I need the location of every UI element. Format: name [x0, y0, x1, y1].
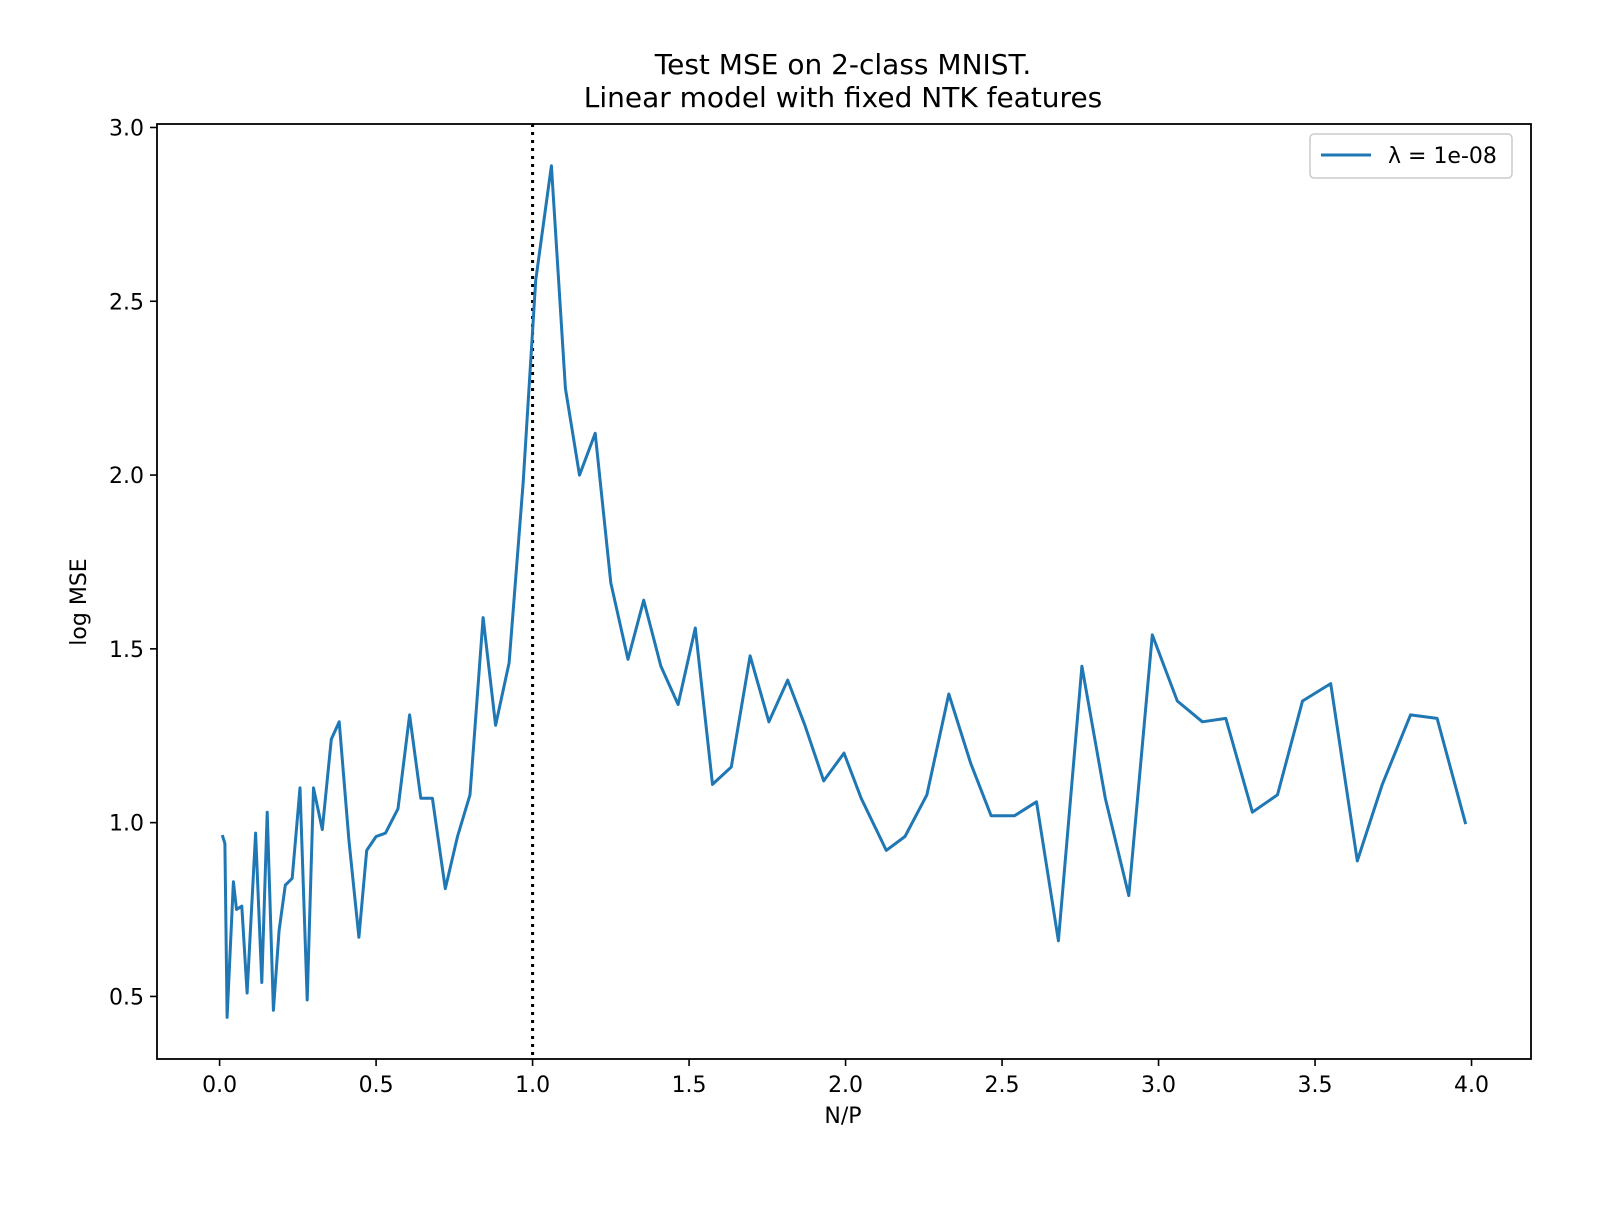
y-axis-label: log MSE — [67, 558, 92, 645]
y-tick-label: 2.5 — [109, 290, 144, 315]
y-tick-label: 2.0 — [109, 464, 144, 489]
x-tick-label: 0.5 — [359, 1073, 394, 1098]
plot-area — [156, 123, 1532, 1060]
legend-entry-label: λ = 1e-08 — [1388, 144, 1497, 169]
chart-title-line-1: Test MSE on 2-class MNIST. — [654, 48, 1031, 81]
x-tick-label: 1.5 — [672, 1073, 707, 1098]
legend-box — [1309, 133, 1513, 179]
y-tick-label: 0.5 — [109, 985, 144, 1010]
y-axis-ticks: 0.5 1.0 1.5 2.0 2.5 3.0 — [109, 116, 157, 1010]
x-tick-label: 4.0 — [1454, 1073, 1489, 1098]
x-tick-label: 1.0 — [515, 1073, 550, 1098]
legend: λ = 1e-08 — [1309, 133, 1513, 179]
x-tick-label: 0.0 — [202, 1073, 237, 1098]
x-tick-label: 2.5 — [985, 1073, 1020, 1098]
x-tick-label: 2.0 — [828, 1073, 863, 1098]
axes-frame — [156, 123, 1532, 1060]
y-tick-label: 3.0 — [109, 116, 144, 141]
y-tick-label: 1.5 — [109, 638, 144, 663]
y-tick-label: 1.0 — [109, 812, 144, 837]
x-tick-label: 3.0 — [1141, 1073, 1176, 1098]
x-tick-label: 3.5 — [1298, 1073, 1333, 1098]
series-line-0 — [220, 164, 1468, 1019]
x-axis-ticks: 0.0 0.5 1.0 1.5 2.0 2.5 3.0 3.5 4.0 — [202, 1059, 1489, 1098]
x-axis-label: N/P — [824, 1104, 861, 1129]
chart-title-line-2: Linear model with fixed NTK features — [584, 81, 1103, 114]
chart-title: Test MSE on 2-class MNIST. Linear model … — [584, 48, 1103, 114]
